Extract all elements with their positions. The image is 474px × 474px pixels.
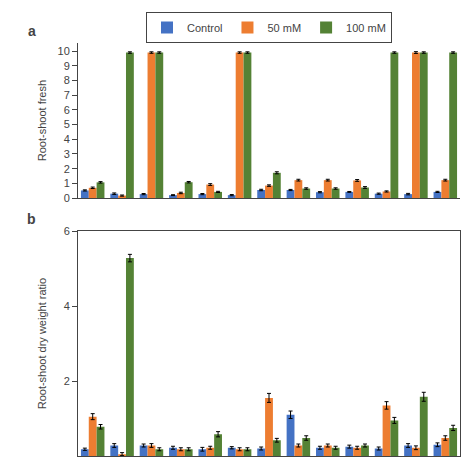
svg-text:50 mM: 50 mM xyxy=(267,22,301,34)
svg-text:7: 7 xyxy=(64,89,70,101)
svg-text:2: 2 xyxy=(64,375,70,387)
svg-text:2: 2 xyxy=(64,163,70,175)
svg-text:3: 3 xyxy=(64,148,70,160)
svg-text:1: 1 xyxy=(64,177,70,189)
svg-text:b: b xyxy=(27,211,36,227)
svg-text:4: 4 xyxy=(64,300,70,312)
svg-text:0: 0 xyxy=(64,192,70,204)
svg-text:Root-shoot fresh: Root-shoot fresh xyxy=(36,80,48,161)
svg-text:4: 4 xyxy=(64,133,70,145)
svg-text:Control: Control xyxy=(187,22,222,34)
svg-text:100 mM: 100 mM xyxy=(346,22,386,34)
svg-text:9: 9 xyxy=(64,60,70,72)
svg-text:Root-shoot dry weight ratio: Root-shoot dry weight ratio xyxy=(36,278,48,409)
svg-text:10: 10 xyxy=(58,45,70,57)
svg-text:a: a xyxy=(28,23,36,39)
svg-text:6: 6 xyxy=(64,225,70,237)
svg-text:8: 8 xyxy=(64,74,70,86)
svg-text:5: 5 xyxy=(64,118,70,130)
svg-text:6: 6 xyxy=(64,104,70,116)
